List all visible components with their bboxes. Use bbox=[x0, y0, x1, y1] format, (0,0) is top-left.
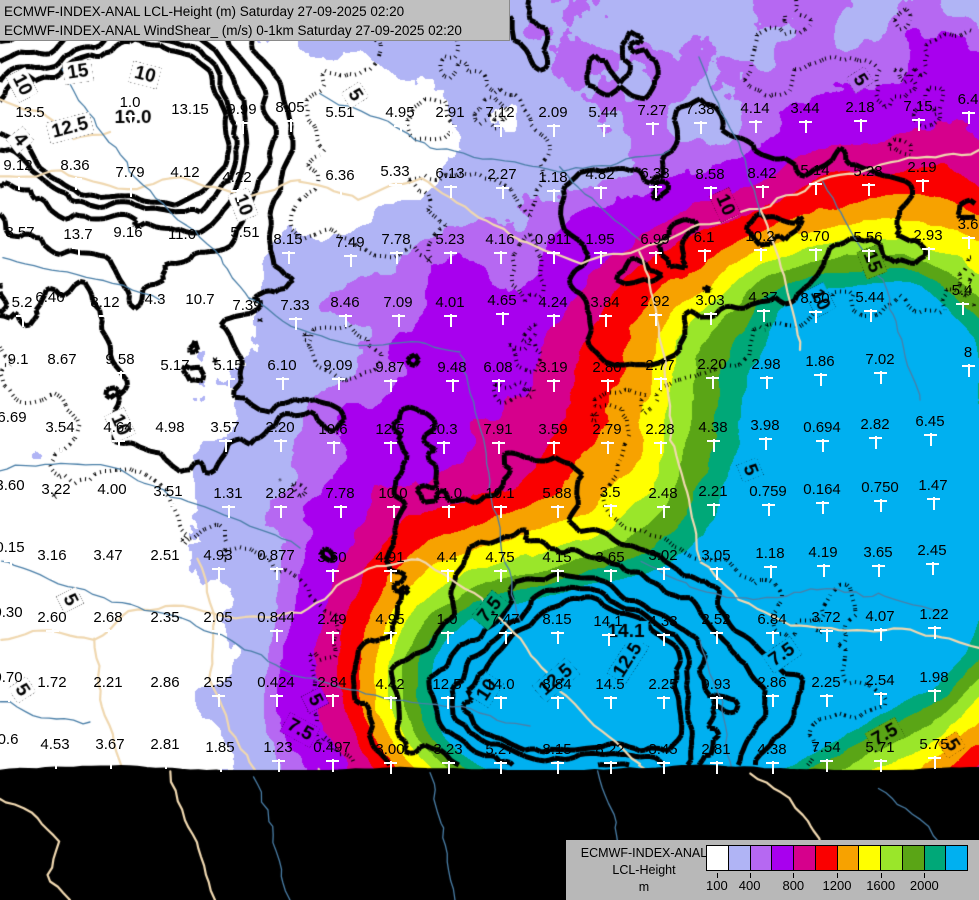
colorbar-tick-label: 2000 bbox=[909, 878, 939, 893]
legend-caption: ECMWF-INDEX-ANAL LCL-Height m bbox=[574, 845, 714, 896]
colorbar-swatch bbox=[837, 846, 860, 870]
colorbar-swatch bbox=[902, 846, 925, 870]
colorbar-swatch bbox=[794, 846, 816, 870]
legend-model-label: ECMWF-INDEX-ANAL bbox=[580, 846, 708, 860]
title-bar: ECMWF-INDEX-ANAL LCL-Height (m) Saturday… bbox=[0, 0, 510, 41]
legend-panel: ECMWF-INDEX-ANAL LCL-Height m 100 400 800 1… bbox=[566, 840, 979, 900]
colorbar-swatch bbox=[707, 846, 729, 870]
colorbar-tick-label: 1600 bbox=[866, 878, 896, 893]
colorbar-tick bbox=[716, 873, 718, 878]
colorbar-swatch bbox=[924, 846, 947, 870]
colorbar-tick bbox=[793, 873, 795, 878]
colorbar-swatch bbox=[815, 846, 838, 870]
title-line-lcl: ECMWF-INDEX-ANAL LCL-Height (m) Saturday… bbox=[4, 4, 405, 19]
title-line-windshear: ECMWF-INDEX-ANAL WindShear_ (m/s) 0-1km … bbox=[4, 23, 462, 38]
legend-unit-label: m bbox=[638, 880, 650, 894]
colorbar-swatch bbox=[750, 846, 773, 870]
colorbar-tick-label: 100 bbox=[706, 878, 728, 893]
colorbar-swatch bbox=[946, 846, 967, 870]
colorbar-tick-label: 400 bbox=[738, 878, 761, 893]
colorbar[interactable] bbox=[706, 845, 968, 871]
colorbar-swatch bbox=[859, 846, 881, 870]
colorbar-tick bbox=[880, 873, 882, 878]
colorbar-ticks: 100 400 800 1200 1600 2000 bbox=[706, 873, 970, 897]
colorbar-swatch bbox=[881, 846, 903, 870]
colorbar-tick bbox=[749, 873, 751, 878]
legend-field-label: LCL-Height bbox=[612, 863, 676, 877]
colorbar-tick-label: 800 bbox=[782, 878, 805, 893]
colorbar-tick-label: 1200 bbox=[822, 878, 852, 893]
colorbar-tick bbox=[924, 873, 926, 878]
colorbar-swatch bbox=[728, 846, 751, 870]
colorbar-tick bbox=[837, 873, 838, 878]
colorbar-swatch bbox=[772, 846, 794, 870]
